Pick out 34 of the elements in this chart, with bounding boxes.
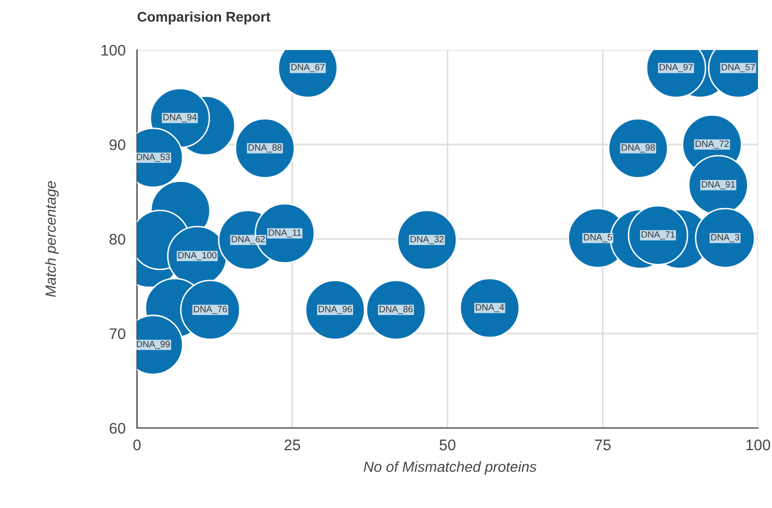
annotation: DNA_62 xyxy=(232,236,265,244)
annotation: DNA_4 xyxy=(476,304,504,312)
y-axis-title: Match percentage xyxy=(45,181,59,297)
x-axis-title: No of Mismatched proteins xyxy=(364,461,536,475)
annotation: DNA_88 xyxy=(248,144,282,152)
annotation: DNA_86 xyxy=(380,306,413,314)
chart-title: Comparision Report xyxy=(138,12,270,24)
annotation: DNA_97 xyxy=(660,64,693,72)
annotation: DNA_98 xyxy=(622,144,655,152)
x-tick-label: 25 xyxy=(284,440,300,450)
annotation: DNA_67 xyxy=(291,64,324,72)
annotation: DNA_72 xyxy=(696,140,729,149)
y-tick-label: 90 xyxy=(110,139,126,150)
y-tick-label: 70 xyxy=(110,328,126,340)
annotation: DNA_100 xyxy=(178,252,216,260)
x-tick-label: 50 xyxy=(440,440,456,450)
x-tick-label: 75 xyxy=(595,440,611,450)
annotation: DNA_11 xyxy=(268,229,302,238)
x-tick-label: 0 xyxy=(133,440,141,450)
y-tick-label: 100 xyxy=(102,44,126,56)
y-tick-label: 60 xyxy=(110,422,126,434)
annotation: DNA_91 xyxy=(702,181,735,190)
x-tick-label: 100 xyxy=(746,440,770,450)
annotation: DNA_57 xyxy=(722,64,755,72)
annotation: DNA_53 xyxy=(136,154,170,162)
annotation: DNA_3 xyxy=(711,234,740,242)
annotation: DNA_5 xyxy=(584,234,612,242)
annotation: DNA_76 xyxy=(194,306,227,314)
y-tick-label: 80 xyxy=(110,234,126,245)
annotation: DNA_94 xyxy=(164,114,197,122)
annotation: DNA_96 xyxy=(318,306,352,314)
annotation: DNA_32 xyxy=(410,236,444,244)
annotation: DNA_71 xyxy=(642,231,675,240)
annotation: DNA_99 xyxy=(136,340,170,349)
